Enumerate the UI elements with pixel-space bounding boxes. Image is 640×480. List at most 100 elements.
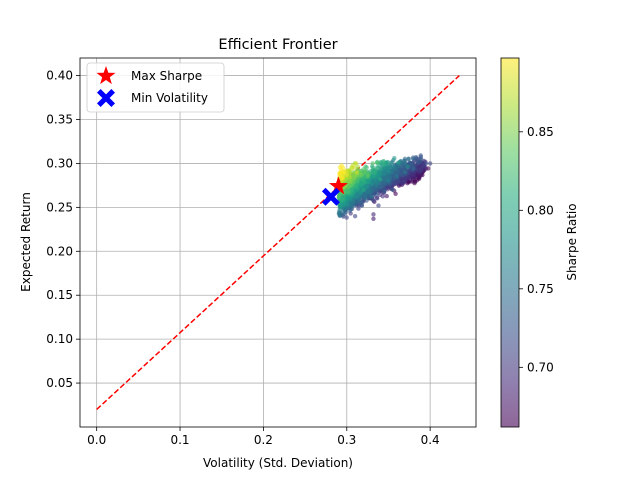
x-tick-label: 0.4 bbox=[421, 433, 440, 447]
portfolio-point bbox=[402, 160, 407, 166]
legend-box bbox=[86, 62, 225, 113]
portfolio-point bbox=[346, 188, 351, 194]
portfolio-point bbox=[361, 187, 366, 192]
portfolio-point bbox=[344, 215, 349, 220]
y-tick-label: 0.20 bbox=[46, 244, 73, 258]
legend-label: Min Volatility bbox=[131, 91, 208, 105]
portfolio-point bbox=[348, 179, 353, 185]
portfolio-point bbox=[352, 165, 357, 171]
x-tick-label: 0.1 bbox=[170, 433, 189, 447]
portfolio-point bbox=[364, 165, 369, 170]
portfolio-point bbox=[354, 170, 359, 175]
portfolio-point bbox=[396, 163, 402, 169]
portfolio-point bbox=[377, 177, 383, 182]
y-tick-label: 0.05 bbox=[46, 376, 73, 390]
portfolio-point bbox=[390, 187, 395, 192]
portfolio-point bbox=[376, 203, 381, 208]
colorbar-tick-label: 0.75 bbox=[527, 282, 554, 296]
colorbar-label: Sharpe Ratio bbox=[565, 203, 579, 280]
grid bbox=[80, 58, 476, 427]
legend: Max Sharpe Min Volatility bbox=[86, 62, 225, 113]
capital-market-line-layer bbox=[96, 75, 460, 410]
portfolio-point bbox=[363, 168, 368, 174]
x-tick-label: 0.3 bbox=[337, 433, 356, 447]
portfolio-point bbox=[411, 156, 416, 162]
portfolio-point bbox=[370, 161, 375, 166]
portfolio-point bbox=[363, 194, 368, 199]
portfolio-point bbox=[336, 194, 342, 199]
colorbar-ticks: 0.70 0.75 0.80 0.85 bbox=[519, 125, 554, 374]
portfolio-point bbox=[372, 170, 378, 175]
colorbar-tick-label: 0.70 bbox=[527, 360, 554, 374]
portfolio-point bbox=[371, 212, 376, 217]
portfolio-point bbox=[365, 174, 370, 179]
portfolio-point bbox=[359, 203, 364, 208]
portfolio-point bbox=[353, 161, 359, 166]
legend-label: Max Sharpe bbox=[131, 69, 202, 83]
portfolio-point bbox=[371, 173, 377, 179]
portfolio-point bbox=[341, 170, 347, 175]
min-volatility-marker bbox=[321, 187, 340, 206]
portfolio-point bbox=[355, 164, 360, 169]
portfolio-point bbox=[423, 161, 429, 166]
colorbar-tick-label: 0.85 bbox=[527, 125, 554, 139]
portfolio-point bbox=[371, 216, 376, 221]
max-sharpe-marker bbox=[328, 176, 348, 195]
highlight-markers bbox=[321, 176, 348, 206]
portfolio-point bbox=[408, 162, 414, 167]
x-axis-label: Volatility (Std. Deviation) bbox=[203, 456, 353, 470]
portfolio-point bbox=[405, 164, 410, 170]
portfolio-point bbox=[348, 183, 354, 188]
max-sharpe-marker bbox=[96, 66, 116, 85]
portfolio-point bbox=[347, 175, 352, 180]
portfolio-point bbox=[348, 206, 354, 212]
y-axis-ticks: 0.05 0.10 0.15 0.20 0.25 0.30 0.35 0.40 bbox=[46, 69, 80, 390]
capital-market-line bbox=[96, 75, 460, 410]
portfolio-point bbox=[419, 167, 424, 173]
x-tick-label: 0.0 bbox=[87, 433, 106, 447]
portfolio-point bbox=[384, 193, 389, 199]
portfolio-point bbox=[396, 160, 401, 165]
portfolio-point bbox=[386, 169, 391, 174]
portfolio-point bbox=[374, 165, 379, 171]
colorbar-gradient bbox=[501, 58, 519, 427]
portfolio-point bbox=[386, 178, 391, 184]
colorbar: 0.70 0.75 0.80 0.85 Sharpe Ratio bbox=[500, 57, 579, 428]
portfolio-point bbox=[352, 213, 358, 219]
y-tick-label: 0.40 bbox=[46, 69, 73, 83]
portfolio-cloud bbox=[336, 153, 433, 221]
portfolio-point bbox=[392, 156, 397, 161]
colorbar-frame bbox=[500, 57, 520, 428]
y-tick-label: 0.10 bbox=[46, 332, 73, 346]
portfolio-point bbox=[369, 194, 374, 200]
portfolio-point bbox=[401, 178, 406, 183]
portfolio-point bbox=[340, 194, 345, 200]
portfolio-point bbox=[359, 172, 364, 178]
chart-title: Efficient Frontier bbox=[218, 37, 337, 53]
portfolio-point bbox=[418, 153, 423, 158]
portfolio-point bbox=[339, 163, 344, 168]
y-tick-label: 0.15 bbox=[46, 288, 73, 302]
y-tick-label: 0.35 bbox=[46, 113, 73, 127]
portfolio-point bbox=[411, 166, 416, 171]
portfolio-point bbox=[390, 164, 395, 170]
x-axis-ticks: 0.0 0.1 0.2 0.3 0.4 bbox=[87, 427, 440, 447]
plot-frame bbox=[79, 57, 477, 428]
y-axis-label: Expected Return bbox=[19, 192, 33, 292]
colorbar-tick-label: 0.80 bbox=[527, 203, 554, 217]
portfolio-point bbox=[356, 206, 361, 211]
y-tick-label: 0.30 bbox=[46, 156, 73, 170]
portfolio-point bbox=[374, 196, 380, 201]
portfolio-point bbox=[394, 174, 399, 179]
portfolio-point bbox=[374, 160, 380, 165]
min-volatility-marker bbox=[97, 89, 115, 107]
portfolio-point bbox=[365, 184, 370, 190]
portfolio-point bbox=[377, 185, 383, 190]
portfolio-point bbox=[381, 160, 386, 165]
portfolio-point bbox=[406, 156, 411, 162]
portfolio-point bbox=[340, 175, 345, 181]
y-tick-label: 0.25 bbox=[46, 200, 73, 214]
portfolio-point bbox=[344, 172, 349, 178]
portfolio-point bbox=[382, 189, 387, 194]
